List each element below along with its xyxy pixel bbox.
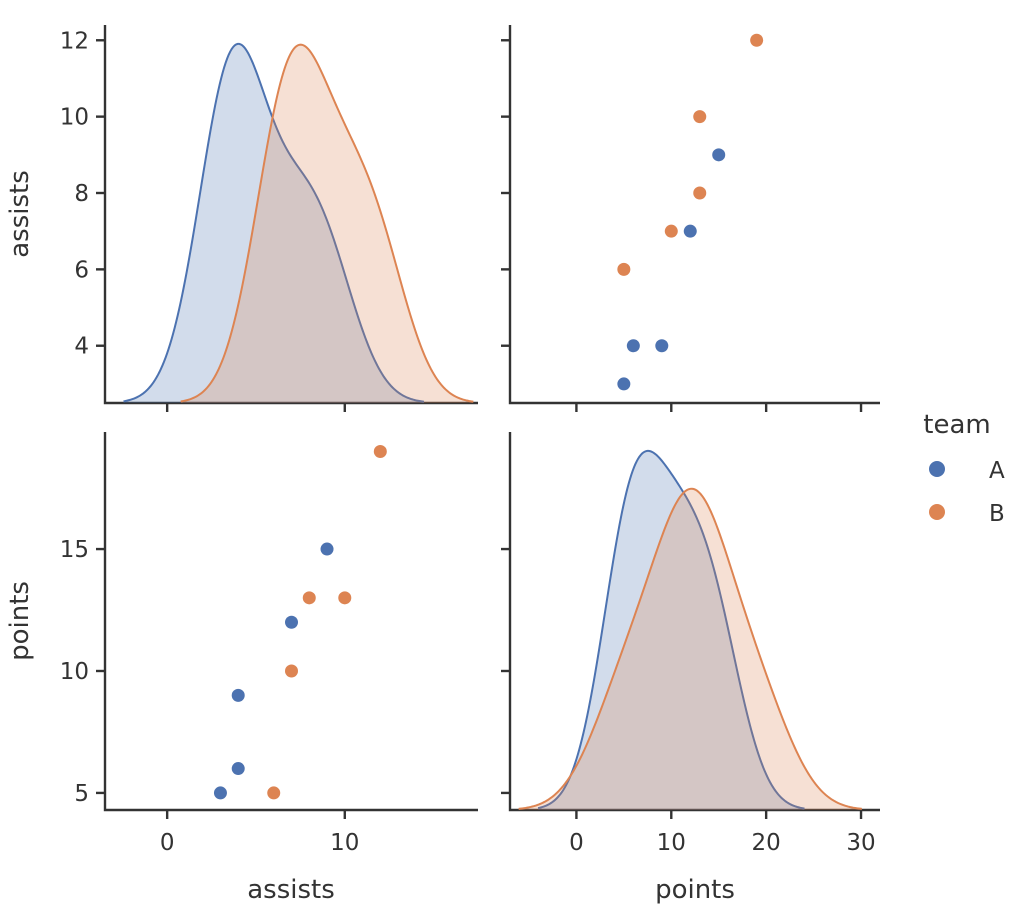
scatter-point: [750, 33, 764, 47]
scatter-point: [231, 762, 245, 776]
scatter-point: [655, 339, 669, 353]
panel-points-vs-assists-scatter: [508, 25, 880, 405]
x-tick-label: 30: [846, 830, 875, 856]
y-tick-label: 8: [74, 181, 89, 207]
scatter-point: [712, 148, 726, 162]
scatter-point: [617, 377, 631, 391]
scatter-point: [693, 186, 707, 200]
scatter-point: [213, 786, 227, 800]
scatter-point: [683, 224, 697, 238]
y-tick-label: 15: [60, 537, 89, 563]
kde-area-b: [518, 488, 862, 810]
kde-area-a: [123, 43, 424, 404]
panel-points-kde: [508, 432, 880, 812]
panel-assists-kde: [103, 25, 478, 405]
x-tick-label: 10: [330, 830, 359, 856]
x-axis-title-assists: assists: [247, 875, 335, 905]
scatter-point: [664, 224, 678, 238]
x-axis-title-points: points: [655, 875, 735, 905]
x-tick-label: 20: [752, 830, 781, 856]
legend-marker-a: [929, 461, 945, 477]
x-tick-label: 0: [569, 830, 584, 856]
kde-line-a: [537, 449, 805, 810]
kde-area-b: [180, 44, 474, 404]
scatter-point: [617, 262, 631, 276]
kde-line-b: [518, 487, 862, 810]
scatter-point: [373, 445, 387, 459]
scatter-point: [285, 615, 298, 629]
y-tick-label: 10: [60, 105, 89, 131]
scatter-point: [302, 591, 316, 605]
legend-marker-b: [929, 504, 945, 520]
legend-label-a: A: [989, 458, 1005, 484]
kde-line-b: [180, 43, 474, 403]
legend-label-b: B: [989, 501, 1005, 527]
legend-title: team: [923, 410, 990, 440]
y-tick-label: 4: [74, 334, 89, 360]
kde-line-a: [123, 42, 425, 403]
y-tick-label: 6: [74, 257, 89, 283]
scatter-point: [338, 591, 352, 605]
panel-assists-vs-points-scatter: [103, 432, 478, 812]
scatter-point: [285, 664, 298, 678]
scatter-point: [267, 786, 281, 800]
scatter-point: [320, 542, 334, 556]
y-tick-label: 12: [60, 28, 89, 54]
scatter-point: [626, 339, 640, 353]
x-tick-label: 0: [160, 830, 175, 856]
y-tick-label: 5: [74, 781, 89, 807]
y-tick-label: 10: [60, 659, 89, 685]
y-axis-title-assists: assists: [5, 170, 35, 258]
kde-area-a: [538, 450, 805, 810]
y-axis-title-points: points: [5, 581, 35, 661]
scatter-point: [231, 688, 245, 702]
legend: team A B: [923, 410, 1005, 527]
x-tick-label: 10: [657, 830, 686, 856]
scatter-point: [693, 110, 707, 124]
